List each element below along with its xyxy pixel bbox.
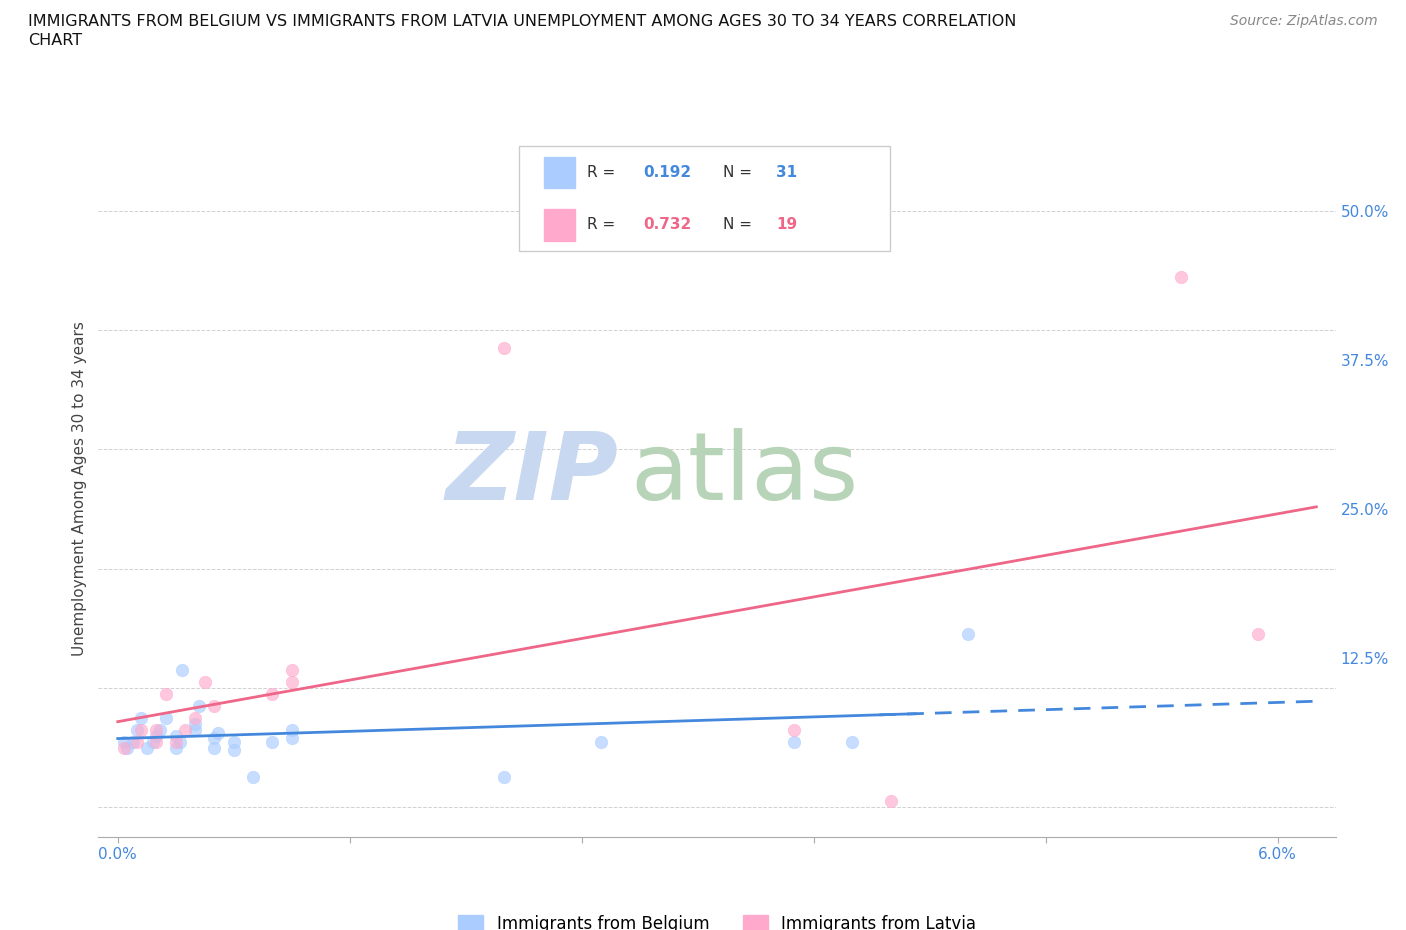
Point	[281, 663, 304, 678]
Point	[184, 723, 207, 737]
Point	[1170, 269, 1192, 284]
Point	[204, 698, 226, 713]
Point	[281, 723, 304, 737]
Text: 31: 31	[776, 166, 797, 180]
Point	[494, 770, 516, 785]
Text: 0.192: 0.192	[643, 166, 690, 180]
Point	[783, 734, 806, 749]
Text: Source: ZipAtlas.com: Source: ZipAtlas.com	[1230, 14, 1378, 28]
Point	[184, 711, 207, 725]
Point	[145, 728, 167, 743]
Point	[591, 734, 613, 749]
Point	[155, 711, 177, 725]
Point	[141, 734, 165, 749]
Point	[783, 723, 806, 737]
Point	[262, 734, 284, 749]
Text: IMMIGRANTS FROM BELGIUM VS IMMIGRANTS FROM LATVIA UNEMPLOYMENT AMONG AGES 30 TO : IMMIGRANTS FROM BELGIUM VS IMMIGRANTS FR…	[28, 14, 1017, 29]
Point	[145, 723, 167, 737]
Point	[204, 740, 226, 755]
Point	[165, 734, 187, 749]
Point	[135, 740, 157, 755]
Point	[242, 770, 264, 785]
Point	[207, 725, 229, 740]
Point	[129, 723, 152, 737]
Text: R =: R =	[588, 218, 620, 232]
Text: 0.732: 0.732	[643, 218, 692, 232]
Y-axis label: Unemployment Among Ages 30 to 34 years: Unemployment Among Ages 30 to 34 years	[72, 321, 87, 656]
Text: 19: 19	[776, 218, 797, 232]
Point	[145, 734, 167, 749]
Point	[494, 340, 516, 355]
Text: atlas: atlas	[630, 429, 859, 520]
Text: N =: N =	[723, 166, 756, 180]
Point	[129, 711, 152, 725]
Point	[281, 674, 304, 689]
Text: CHART: CHART	[28, 33, 82, 47]
Point	[127, 723, 149, 737]
Point	[174, 723, 197, 737]
Point	[112, 734, 135, 749]
Point	[165, 728, 187, 743]
Text: ZIP: ZIP	[446, 429, 619, 520]
Point	[188, 698, 211, 713]
Point	[127, 734, 149, 749]
Point	[112, 740, 135, 755]
Point	[222, 742, 245, 757]
Point	[170, 663, 193, 678]
Point	[122, 734, 145, 749]
Point	[880, 794, 903, 809]
Point	[169, 734, 191, 749]
Point	[957, 627, 980, 642]
Point	[165, 740, 187, 755]
Text: R =: R =	[588, 166, 620, 180]
Legend: Immigrants from Belgium, Immigrants from Latvia: Immigrants from Belgium, Immigrants from…	[451, 908, 983, 930]
Point	[262, 686, 284, 701]
Point	[204, 731, 226, 746]
Point	[184, 716, 207, 731]
Text: N =: N =	[723, 218, 756, 232]
Point	[281, 731, 304, 746]
Point	[194, 674, 217, 689]
Point	[841, 734, 863, 749]
Bar	[544, 157, 575, 189]
Point	[155, 686, 177, 701]
Point	[1247, 627, 1270, 642]
Bar	[544, 209, 575, 241]
Point	[117, 740, 139, 755]
Point	[149, 723, 172, 737]
FancyBboxPatch shape	[519, 147, 890, 251]
Point	[222, 734, 245, 749]
